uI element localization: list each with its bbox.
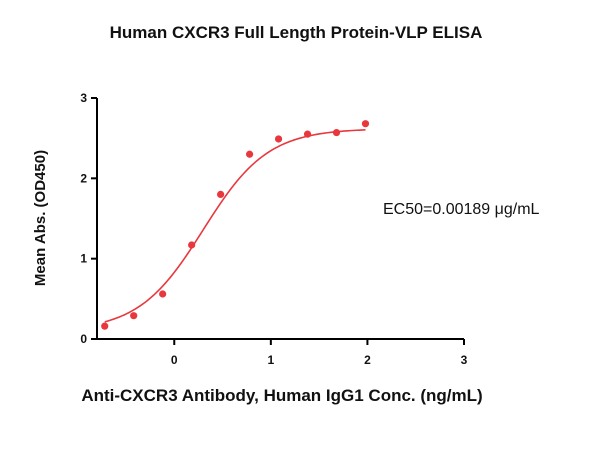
y-tick-label: 2 [80,171,87,185]
y-ticks: 0 1 2 3 [80,91,97,346]
data-point [245,150,254,158]
y-tick-label: 3 [80,91,87,105]
x-tick-label: 1 [267,353,274,367]
data-point [274,135,283,143]
y-tick-label: 0 [80,332,87,346]
y-tick-label: 1 [80,252,87,266]
data-point [217,190,225,198]
data-point [332,128,341,137]
axes [96,98,464,340]
data-point [159,290,167,298]
data-point [361,120,370,128]
x-ticks: 0 1 2 3 [171,339,468,367]
data-point [303,130,312,138]
x-tick-label: 2 [364,353,371,367]
data-point [188,241,196,249]
ec50-annotation: EC50=0.00189 μg/mL [383,201,540,218]
data-point [101,322,109,330]
data-points [101,120,370,330]
x-tick-label: 0 [171,353,178,367]
data-point [130,312,138,320]
x-axis-label: Anti-CXCR3 Antibody, Human IgG1 Conc. (n… [81,386,482,405]
fit-curve [104,129,366,323]
chart-title: Human CXCR3 Full Length Protein-VLP ELIS… [110,23,483,42]
y-axis-label: Mean Abs. (OD450) [32,150,49,286]
x-tick-label: 3 [461,353,468,367]
